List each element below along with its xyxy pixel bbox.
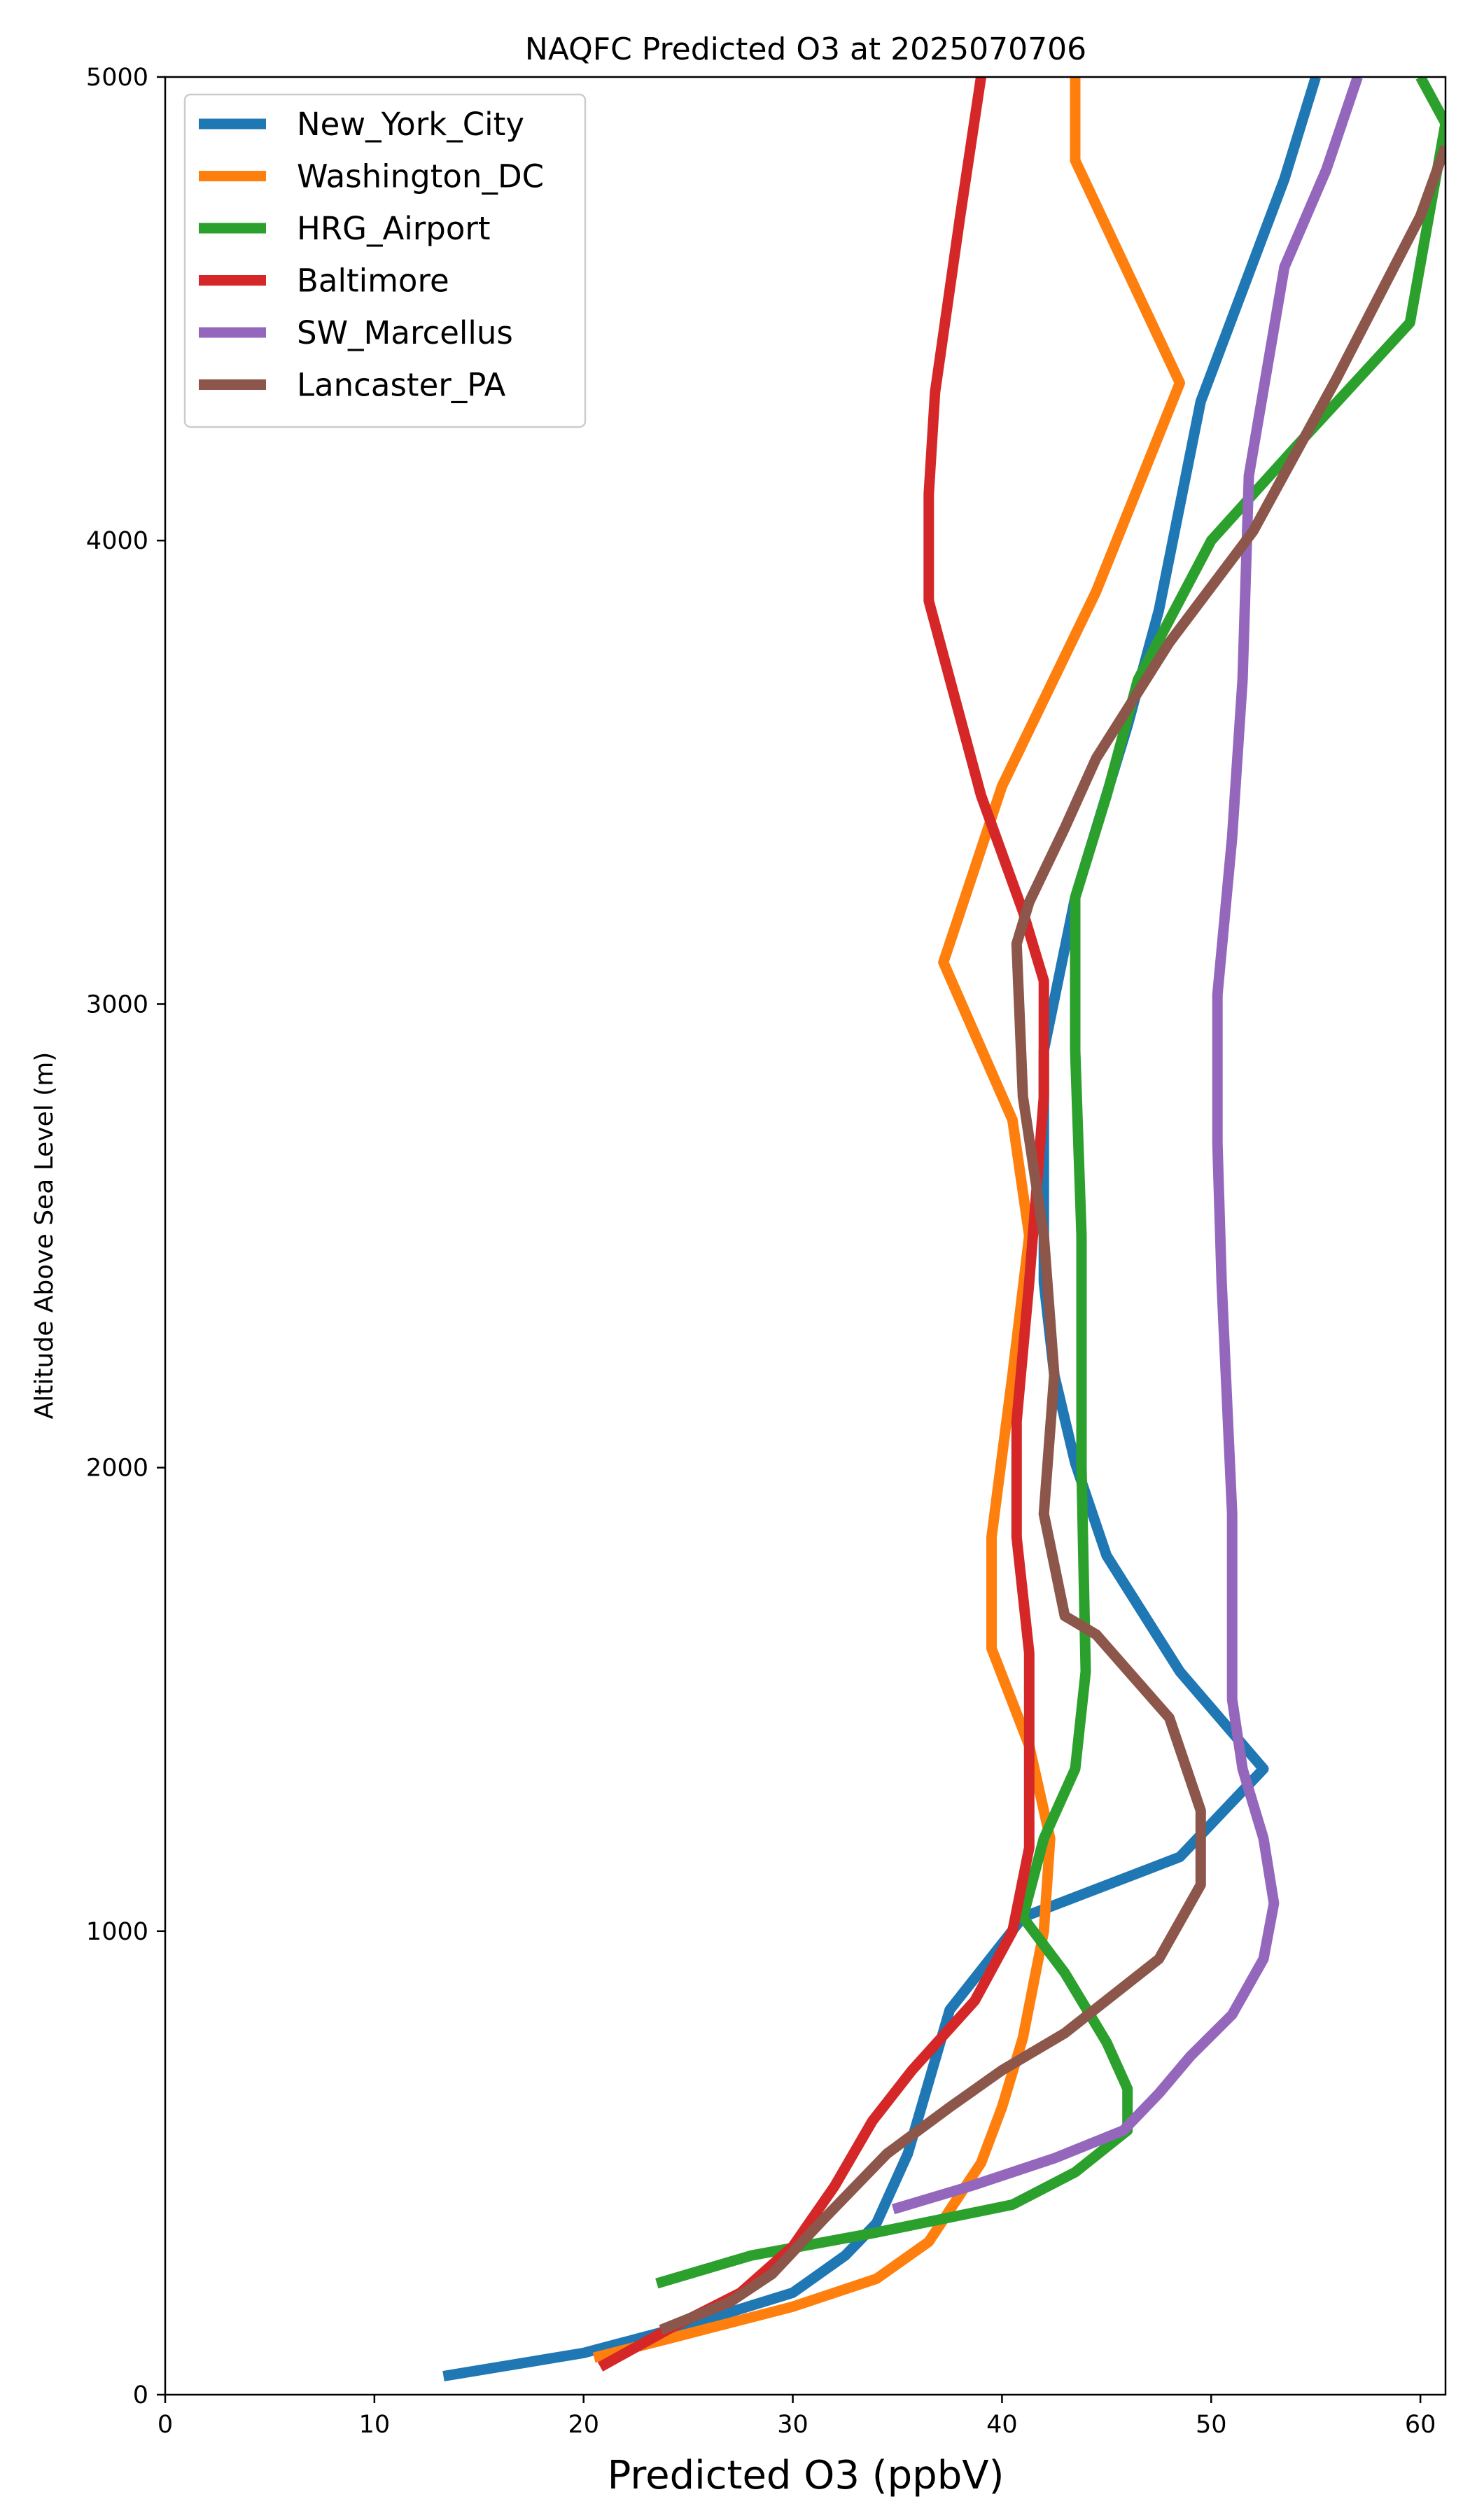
y-tick-label: 5000 xyxy=(86,64,148,92)
y-axis-label: Altitude Above Sea Level (m) xyxy=(30,1052,59,1420)
series-line-baltimore xyxy=(597,77,1049,2372)
x-axis: 0 10 20 30 40 50 60 xyxy=(158,2395,1436,2439)
legend-entry: SW_Marcellus xyxy=(297,314,513,351)
legend-entry: Lancaster_PA xyxy=(297,367,506,404)
chart-title: NAQFC Predicted O3 at 2025070706 xyxy=(525,31,1086,67)
x-tick-label: 20 xyxy=(568,2411,599,2439)
series-line-hrg-airport xyxy=(655,77,1446,2289)
legend-entry: HRG_Airport xyxy=(297,210,491,247)
y-tick-label: 1000 xyxy=(86,1918,148,1946)
series-layer xyxy=(442,77,1446,2381)
series-line-washington-dc xyxy=(592,77,1185,2363)
y-tick-label: 3000 xyxy=(86,990,148,1018)
x-tick-label: 10 xyxy=(359,2411,391,2439)
plot-frame xyxy=(164,76,1447,2396)
legend-box xyxy=(183,93,587,428)
y-axis: 0 1000 2000 3000 4000 5000 xyxy=(86,64,165,2409)
y-tick-label: 4000 xyxy=(86,527,148,555)
x-tick-label: 0 xyxy=(158,2411,173,2439)
x-tick-label: 30 xyxy=(777,2411,808,2439)
x-tick-label: 40 xyxy=(986,2411,1018,2439)
legend-entry: New_York_City xyxy=(297,106,524,143)
series-line-sw-marcellus xyxy=(891,77,1363,2215)
y-tick-label: 2000 xyxy=(86,1455,148,1483)
x-tick-label: 60 xyxy=(1405,2411,1436,2439)
y-tick-label: 0 xyxy=(133,2381,148,2409)
series-line-lancaster-pa xyxy=(659,144,1446,2335)
x-axis-label: Predicted O3 (ppbV) xyxy=(608,2453,1004,2498)
legend-entry: Washington_DC xyxy=(297,158,544,195)
x-tick-label: 50 xyxy=(1196,2411,1227,2439)
legend-entry: Baltimore xyxy=(297,262,449,300)
legend: New_York_City Washington_DC HRG_Airport Bal… xyxy=(183,93,587,428)
